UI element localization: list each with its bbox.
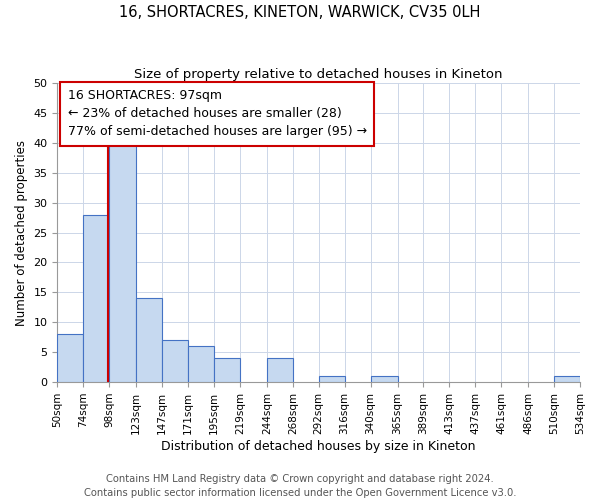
Bar — [162, 340, 188, 382]
Bar — [83, 214, 109, 382]
Bar — [58, 334, 83, 382]
Text: 16, SHORTACRES, KINETON, WARWICK, CV35 0LH: 16, SHORTACRES, KINETON, WARWICK, CV35 0… — [119, 5, 481, 20]
Bar — [554, 376, 580, 382]
Bar — [188, 346, 214, 382]
Text: 16 SHORTACRES: 97sqm
← 23% of detached houses are smaller (28)
77% of semi-detac: 16 SHORTACRES: 97sqm ← 23% of detached h… — [68, 89, 367, 138]
X-axis label: Distribution of detached houses by size in Kineton: Distribution of detached houses by size … — [161, 440, 476, 452]
Y-axis label: Number of detached properties: Number of detached properties — [15, 140, 28, 326]
Text: Contains HM Land Registry data © Crown copyright and database right 2024.
Contai: Contains HM Land Registry data © Crown c… — [84, 474, 516, 498]
Title: Size of property relative to detached houses in Kineton: Size of property relative to detached ho… — [134, 68, 503, 80]
Bar — [214, 358, 240, 382]
Bar — [267, 358, 293, 382]
Bar — [319, 376, 344, 382]
Bar — [371, 376, 398, 382]
Bar — [109, 143, 136, 382]
Bar — [136, 298, 162, 382]
